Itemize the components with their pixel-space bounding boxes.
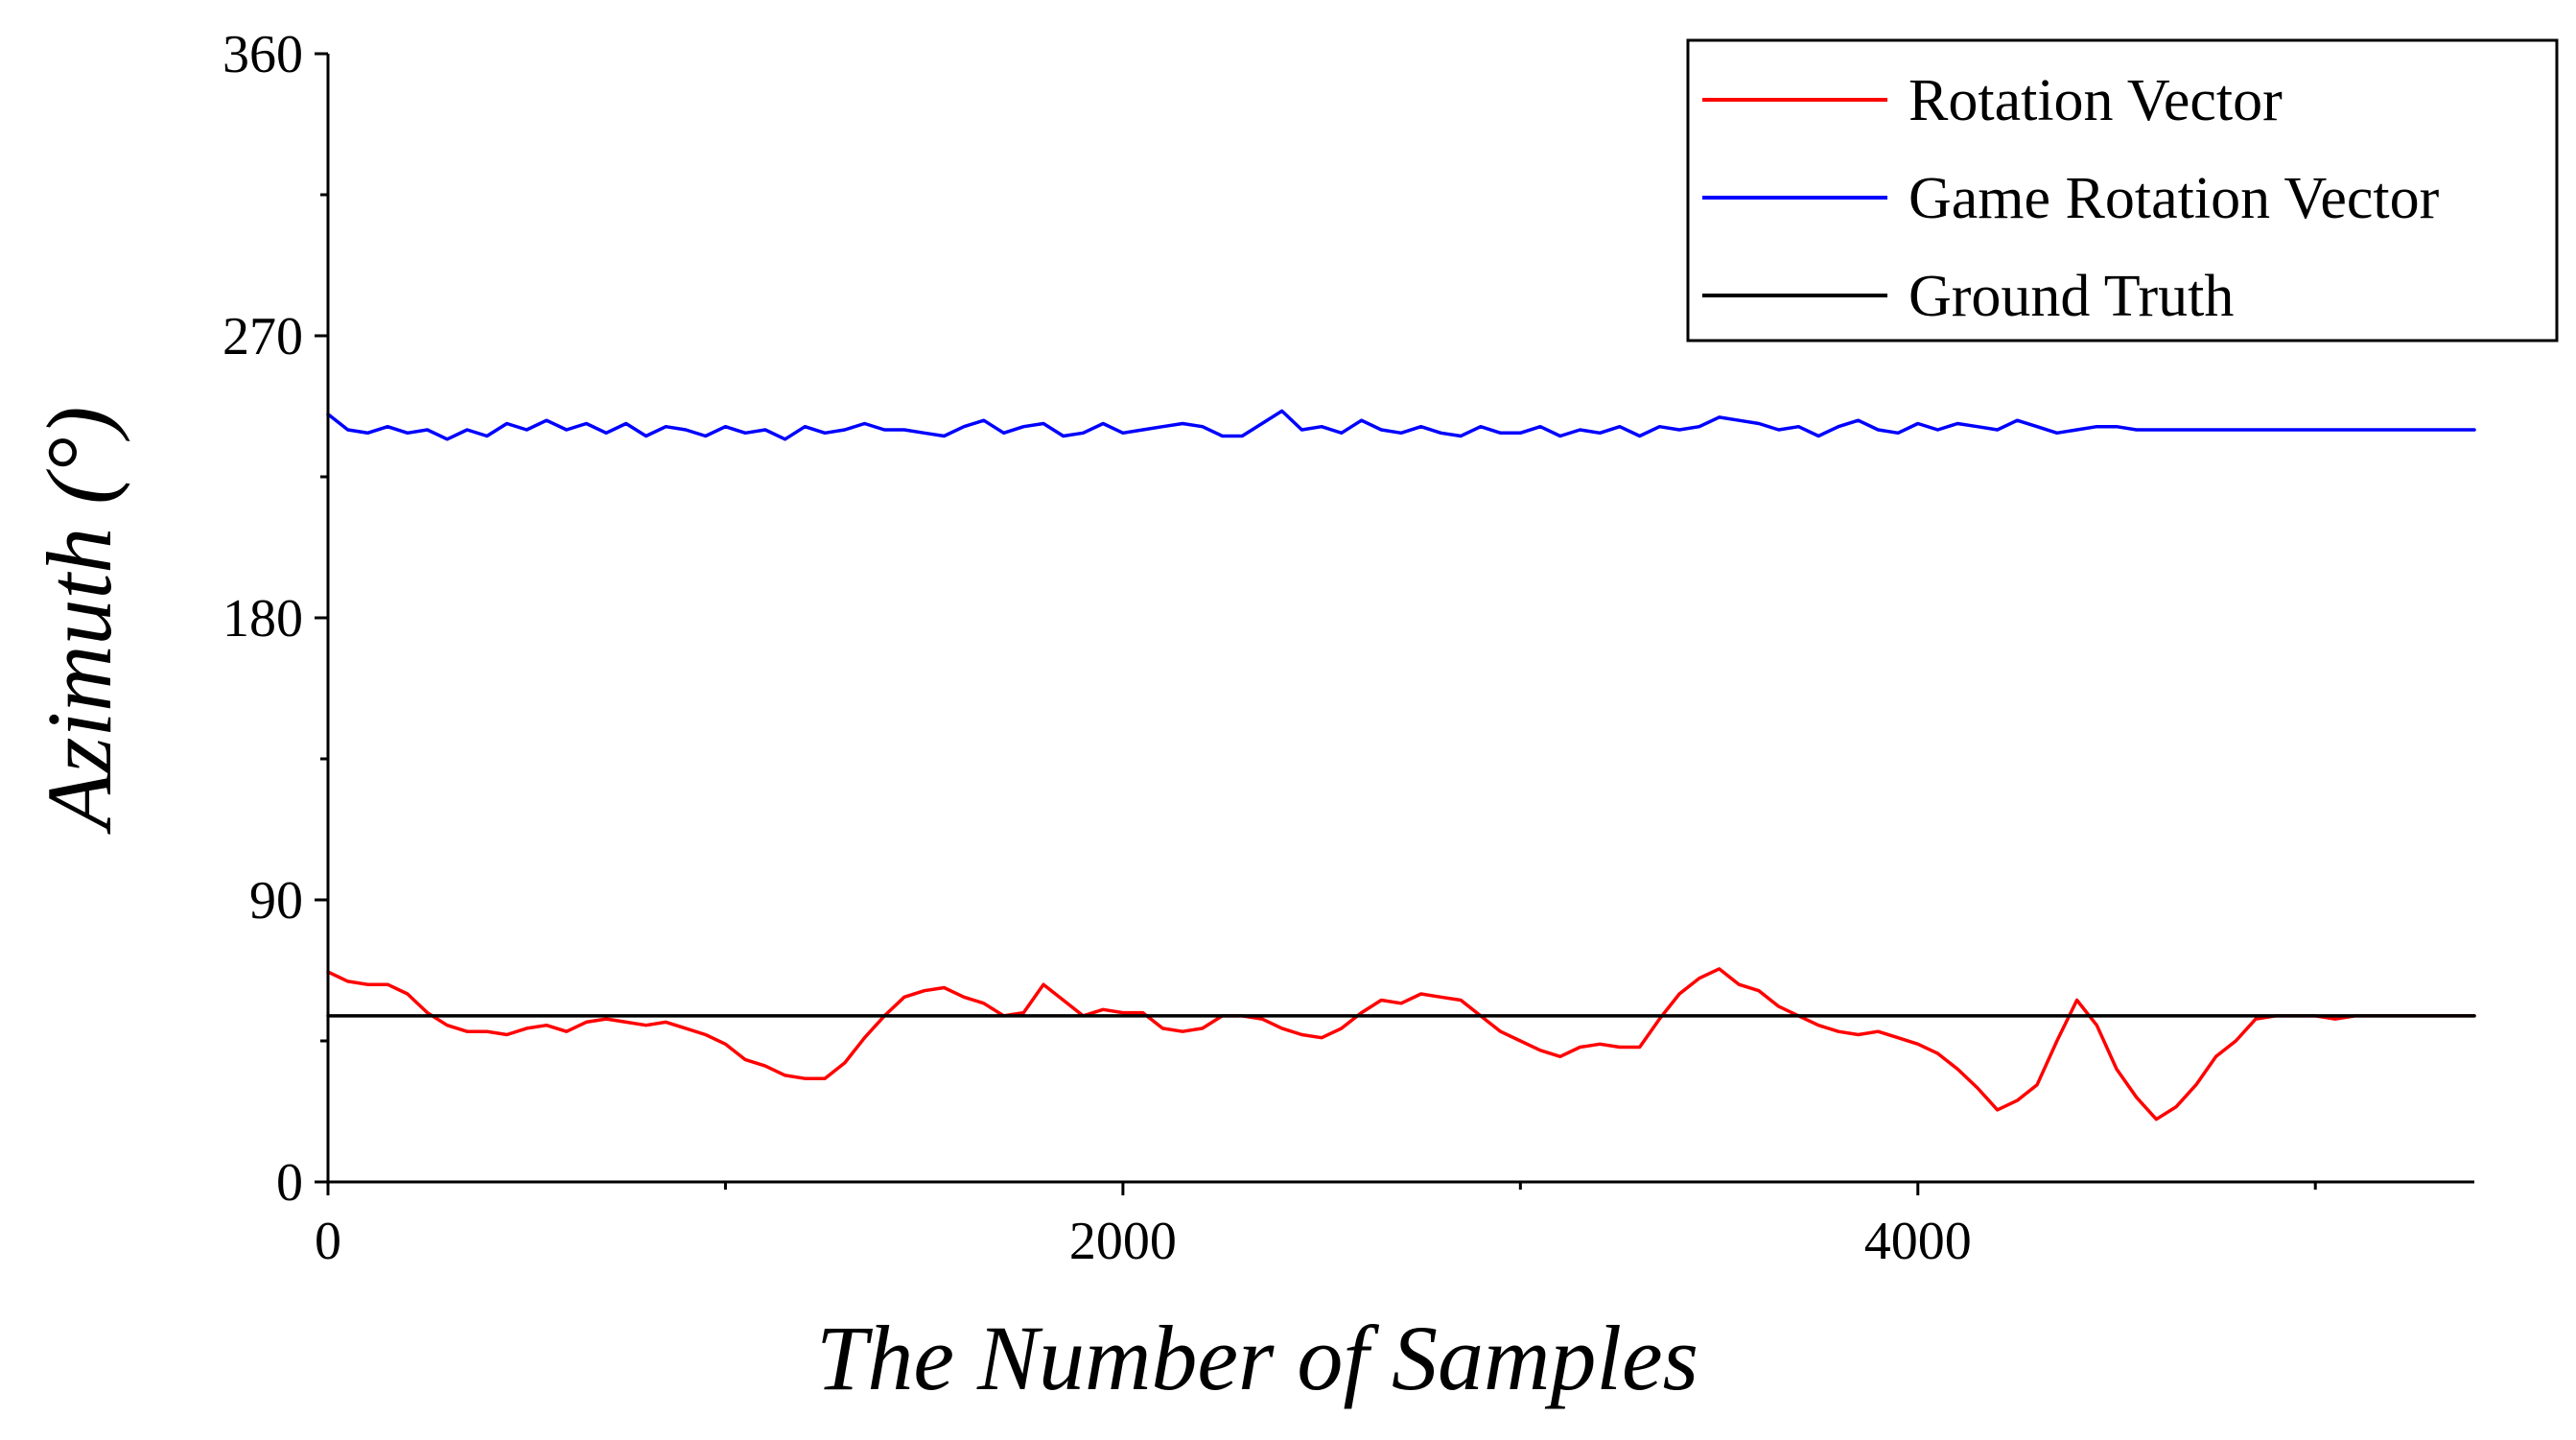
y-tick-label-180: 180 bbox=[222, 589, 303, 649]
legend-label-game-rotation-vector: Game Rotation Vector bbox=[1909, 166, 2440, 231]
y-tick-label-90: 90 bbox=[249, 871, 303, 931]
legend: Rotation Vector Game Rotation Vector Groun… bbox=[1686, 38, 2559, 342]
series-layer bbox=[326, 409, 2476, 1121]
legend-box bbox=[1686, 38, 2559, 342]
legend-label-ground-truth: Ground Truth bbox=[1909, 264, 2234, 329]
legend-items: Rotation Vector Game Rotation Vector Groun… bbox=[1702, 68, 2440, 329]
x-axis-title: The Number of Samples bbox=[816, 1307, 1698, 1409]
series-line-rotation-vector bbox=[326, 967, 2476, 1121]
x-tick-label-0: 0 bbox=[315, 1212, 341, 1271]
series-line-game-rotation-vector bbox=[326, 409, 2476, 441]
y-tick-label-0: 0 bbox=[276, 1153, 303, 1213]
legend-label-rotation-vector: Rotation Vector bbox=[1909, 68, 2283, 133]
y-tick-label-360: 360 bbox=[222, 25, 303, 84]
y-ticks: 0 90 180 270 360 bbox=[222, 25, 328, 1213]
x-ticks: 0 2000 4000 bbox=[315, 1182, 2317, 1271]
x-tick-label-4000: 4000 bbox=[1864, 1212, 1972, 1271]
x-tick-label-2000: 2000 bbox=[1069, 1212, 1177, 1271]
y-tick-label-270: 270 bbox=[222, 307, 303, 366]
plot-area: 0 90 180 270 360 0 2000 4000 bbox=[222, 25, 2476, 1271]
y-axis-title: Azimuth (°) bbox=[28, 407, 130, 836]
